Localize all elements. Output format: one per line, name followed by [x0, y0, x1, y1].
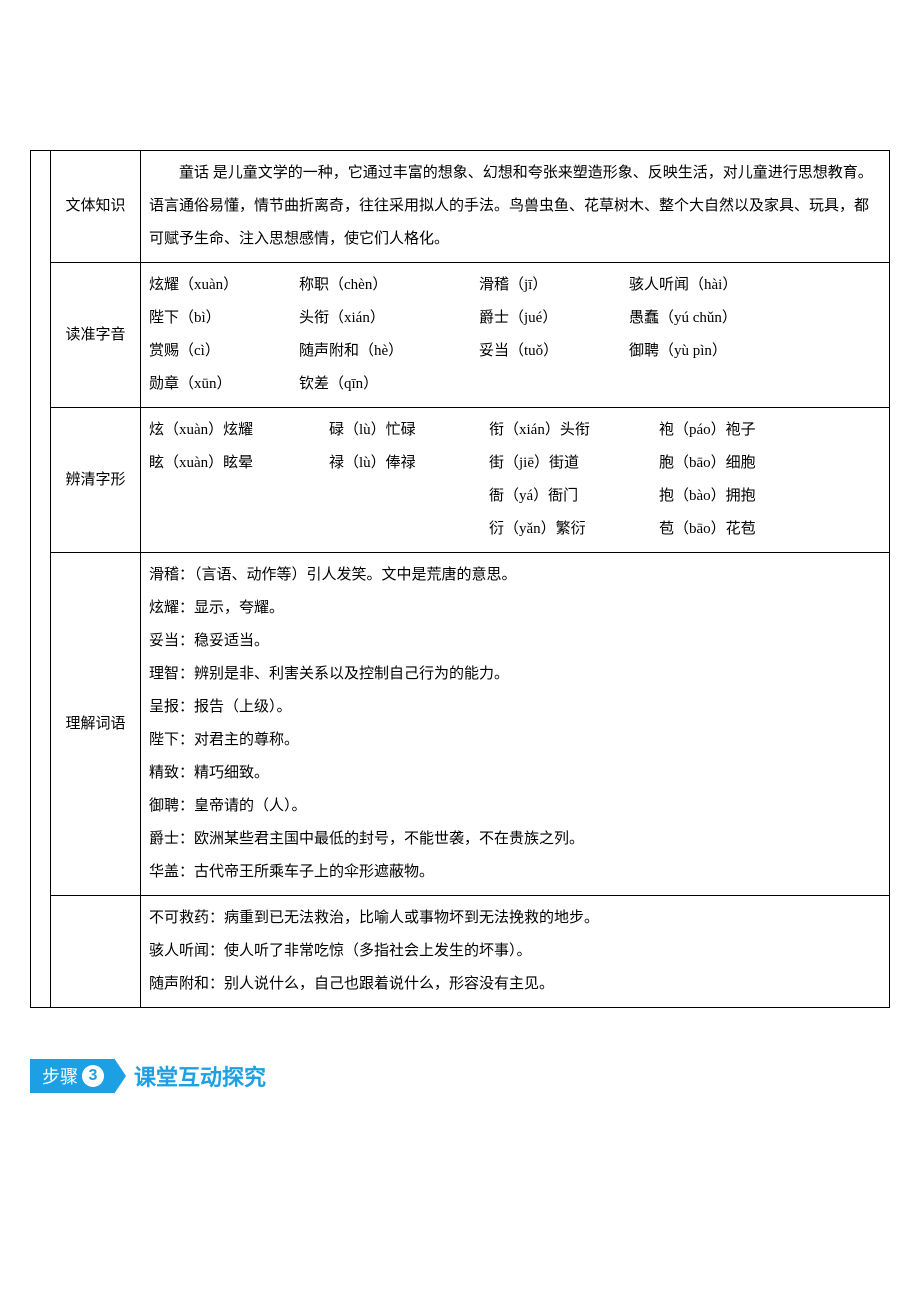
extra-line: 随声附和：别人说什么，自己也跟着说什么，形容没有主见。 [149, 968, 881, 1001]
ziyin-item: 滑稽（jī） [479, 269, 629, 302]
step-label: 步骤 [42, 1063, 78, 1089]
zixing-item: 炫（xuàn）炫耀 [149, 414, 329, 447]
step-number: 3 [82, 1065, 104, 1087]
ziyin-item: 赏赐（cì） [149, 335, 299, 368]
left-stub [31, 151, 51, 1008]
zixing-item: 街（jiē）街道 [489, 447, 659, 480]
content-zixing: 炫（xuàn）炫耀 碌（lù）忙碌 衔（xián）头衔 袍（páo）袍子 眩（x… [141, 408, 890, 553]
row-ciyu: 理解词语 滑稽：（言语、动作等）引人发笑。文中是荒唐的意思。 炫耀：显示，夸耀。… [31, 553, 890, 896]
zixing-item: 衔（xián）头衔 [489, 414, 659, 447]
ziyin-item: 妥当（tuǒ） [479, 335, 629, 368]
page: 文体知识 童话 是儿童文学的一种，它通过丰富的想象、幻想和夸张来塑造形象、反映生… [0, 0, 920, 1154]
ciyu-line: 御聘：皇帝请的（人）。 [149, 790, 881, 823]
section-heading: 步骤 3 课堂互动探究 [30, 1058, 890, 1094]
ziyin-item: 称职（chèn） [299, 269, 479, 302]
ciyu-line: 呈报：报告（上级）。 [149, 691, 881, 724]
label-ziyin: 读准字音 [51, 263, 141, 408]
extra-line: 不可救药：病重到已无法救治，比喻人或事物坏到无法挽救的地步。 [149, 902, 881, 935]
ciyu-line: 精致：精巧细致。 [149, 757, 881, 790]
row-extra: 不可救药：病重到已无法救治，比喻人或事物坏到无法挽救的地步。 骇人听闻：使人听了… [31, 896, 890, 1008]
ziyin-item: 炫耀（xuàn） [149, 269, 299, 302]
zixing-item: 胞（bāo）细胞 [659, 447, 829, 480]
zixing-item: 眩（xuàn）眩晕 [149, 447, 329, 480]
zixing-item [149, 513, 329, 546]
zixing-item: 袍（páo）袍子 [659, 414, 829, 447]
ziyin-item: 愚蠢（yú chǔn） [629, 302, 829, 335]
ziyin-item: 随声附和（hè） [299, 335, 479, 368]
ziyin-item: 头衔（xián） [299, 302, 479, 335]
zixing-item: 衍（yǎn）繁衍 [489, 513, 659, 546]
row-ziyin: 读准字音 炫耀（xuàn） 称职（chèn） 滑稽（jī） 骇人听闻（hài） … [31, 263, 890, 408]
label-wenti: 文体知识 [51, 151, 141, 263]
row-wenti: 文体知识 童话 是儿童文学的一种，它通过丰富的想象、幻想和夸张来塑造形象、反映生… [31, 151, 890, 263]
label-zixing: 辨清字形 [51, 408, 141, 553]
zixing-item [329, 480, 489, 513]
zixing-item: 衙（yá）衙门 [489, 480, 659, 513]
zixing-item: 抱（bào）拥抱 [659, 480, 829, 513]
content-wenti: 童话 是儿童文学的一种，它通过丰富的想象、幻想和夸张来塑造形象、反映生活，对儿童… [141, 151, 890, 263]
ciyu-line: 华盖：古代帝王所乘车子上的伞形遮蔽物。 [149, 856, 881, 889]
ziyin-item: 钦差（qīn） [299, 368, 479, 401]
ciyu-line: 炫耀：显示，夸耀。 [149, 592, 881, 625]
ziyin-item: 御聘（yù pìn） [629, 335, 829, 368]
ziyin-item [629, 368, 829, 401]
ciyu-line: 妥当：稳妥适当。 [149, 625, 881, 658]
ziyin-item: 爵士（jué） [479, 302, 629, 335]
arrow-icon [114, 1058, 126, 1094]
row-zixing: 辨清字形 炫（xuàn）炫耀 碌（lù）忙碌 衔（xián）头衔 袍（páo）袍… [31, 408, 890, 553]
zixing-item: 碌（lù）忙碌 [329, 414, 489, 447]
ziyin-item: 勋章（xūn） [149, 368, 299, 401]
label-ciyu: 理解词语 [51, 553, 141, 896]
ciyu-line: 陛下：对君主的尊称。 [149, 724, 881, 757]
ciyu-line: 理智：辨别是非、利害关系以及控制自己行为的能力。 [149, 658, 881, 691]
ziyin-item: 骇人听闻（hài） [629, 269, 829, 302]
extra-line: 骇人听闻：使人听了非常吃惊（多指社会上发生的坏事）。 [149, 935, 881, 968]
content-extra: 不可救药：病重到已无法救治，比喻人或事物坏到无法挽救的地步。 骇人听闻：使人听了… [141, 896, 890, 1008]
ciyu-line: 爵士：欧洲某些君主国中最低的封号，不能世袭，不在贵族之列。 [149, 823, 881, 856]
content-ziyin: 炫耀（xuàn） 称职（chèn） 滑稽（jī） 骇人听闻（hài） 陛下（bì… [141, 263, 890, 408]
label-extra [51, 896, 141, 1008]
content-ciyu: 滑稽：（言语、动作等）引人发笑。文中是荒唐的意思。 炫耀：显示，夸耀。 妥当：稳… [141, 553, 890, 896]
ziyin-grid: 炫耀（xuàn） 称职（chèn） 滑稽（jī） 骇人听闻（hài） 陛下（bì… [149, 269, 881, 401]
zixing-grid: 炫（xuàn）炫耀 碌（lù）忙碌 衔（xián）头衔 袍（páo）袍子 眩（x… [149, 414, 881, 546]
zixing-item [149, 480, 329, 513]
zixing-item: 苞（bāo）花苞 [659, 513, 829, 546]
zixing-item [329, 513, 489, 546]
study-table: 文体知识 童话 是儿童文学的一种，它通过丰富的想象、幻想和夸张来塑造形象、反映生… [30, 150, 890, 1008]
ziyin-item [479, 368, 629, 401]
section-title: 课堂互动探究 [134, 1060, 266, 1092]
wenti-text: 童话 是儿童文学的一种，它通过丰富的想象、幻想和夸张来塑造形象、反映生活，对儿童… [149, 157, 881, 256]
ciyu-line: 滑稽：（言语、动作等）引人发笑。文中是荒唐的意思。 [149, 559, 881, 592]
zixing-item: 禄（lù）俸禄 [329, 447, 489, 480]
step-badge: 步骤 3 [30, 1059, 114, 1093]
ziyin-item: 陛下（bì） [149, 302, 299, 335]
